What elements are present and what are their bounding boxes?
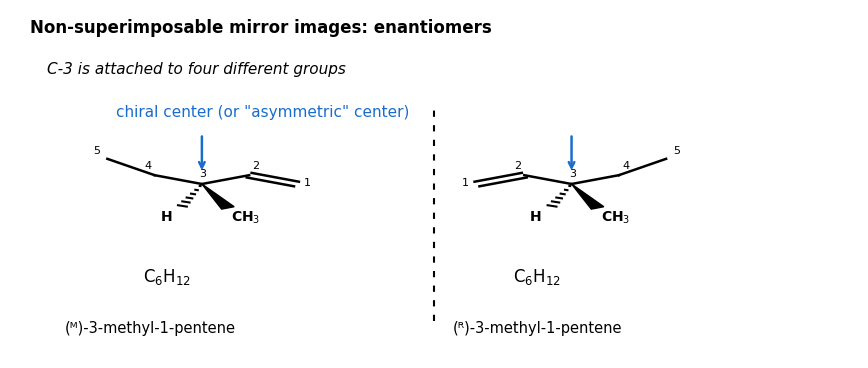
Text: C$_6$H$_{12}$: C$_6$H$_{12}$: [513, 267, 562, 287]
Text: H: H: [161, 210, 172, 224]
Text: C$_6$H$_{12}$: C$_6$H$_{12}$: [143, 267, 192, 287]
Text: 3: 3: [200, 169, 207, 179]
Text: chiral center (or "asymmetric" center): chiral center (or "asymmetric" center): [116, 105, 410, 120]
Text: CH$_3$: CH$_3$: [232, 210, 260, 226]
Text: (ᴹ)-3-methyl-1-pentene: (ᴹ)-3-methyl-1-pentene: [65, 321, 236, 336]
Text: 3: 3: [569, 169, 575, 179]
Text: 5: 5: [673, 146, 680, 156]
Text: CH$_3$: CH$_3$: [601, 210, 630, 226]
Text: 1: 1: [463, 178, 470, 188]
Text: 2: 2: [253, 161, 260, 171]
Text: 1: 1: [304, 178, 312, 188]
Text: 2: 2: [514, 161, 521, 171]
Text: Non-superimposable mirror images: enantiomers: Non-superimposable mirror images: enanti…: [30, 18, 491, 36]
Text: 4: 4: [144, 161, 151, 171]
Text: C-3 is attached to four different groups: C-3 is attached to four different groups: [47, 62, 346, 77]
Text: 4: 4: [622, 161, 629, 171]
Polygon shape: [202, 184, 234, 209]
Text: 5: 5: [94, 146, 101, 156]
Polygon shape: [571, 184, 604, 209]
Text: (ᴿ)-3-methyl-1-pentene: (ᴿ)-3-methyl-1-pentene: [452, 321, 621, 336]
Text: H: H: [530, 210, 542, 224]
